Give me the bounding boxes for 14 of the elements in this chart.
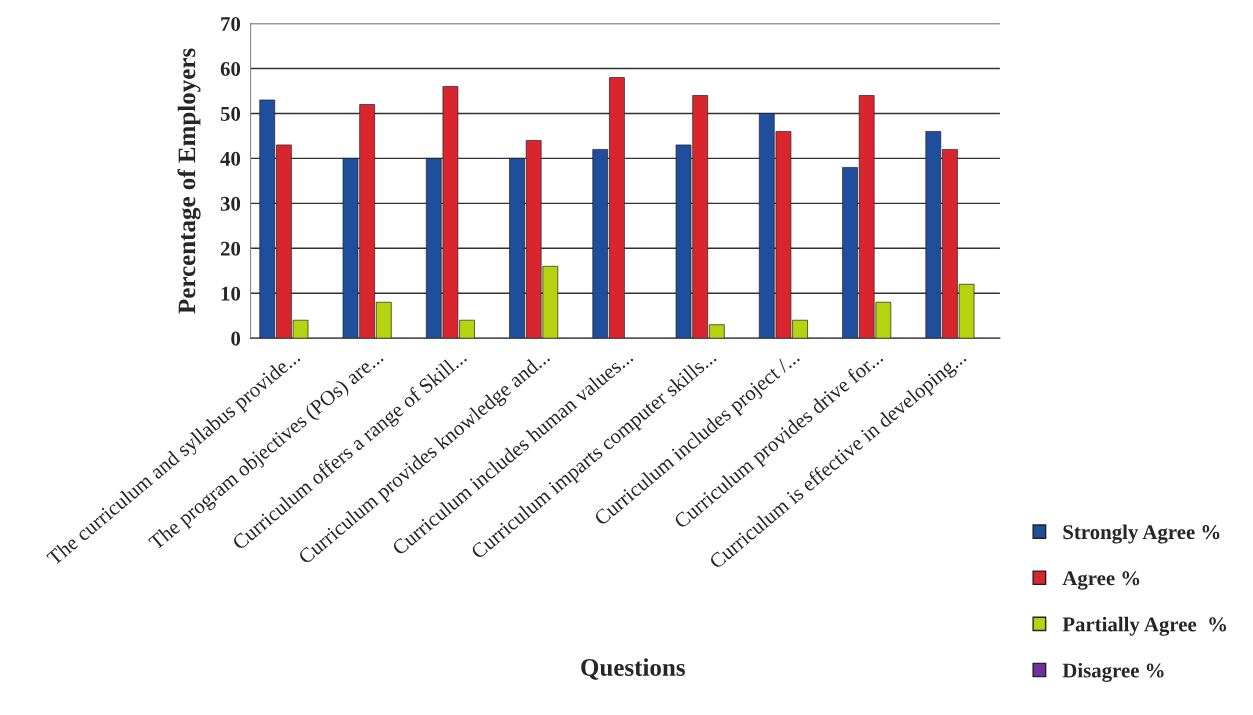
y-tick-label: 70 xyxy=(221,16,241,32)
y-tick-label: 30 xyxy=(220,196,241,211)
legend-label: Strongly Agree % xyxy=(1063,524,1220,544)
y-tick-label: 10 xyxy=(221,286,241,301)
y-tick-label: 40 xyxy=(220,151,241,166)
y-tick-label: 50 xyxy=(220,106,241,121)
legend-label: Agree % xyxy=(1062,571,1140,590)
y-tick-label: 60 xyxy=(220,61,241,76)
y-tick-label: 0 xyxy=(231,331,241,346)
x-axis-title: Questions xyxy=(581,658,685,680)
y-axis-title: Percentage of Employers xyxy=(177,48,201,314)
legend-label: Disagree % xyxy=(1062,662,1164,682)
legend-label: Partially Agree % xyxy=(1062,616,1227,636)
y-tick-label: 20 xyxy=(220,241,241,256)
